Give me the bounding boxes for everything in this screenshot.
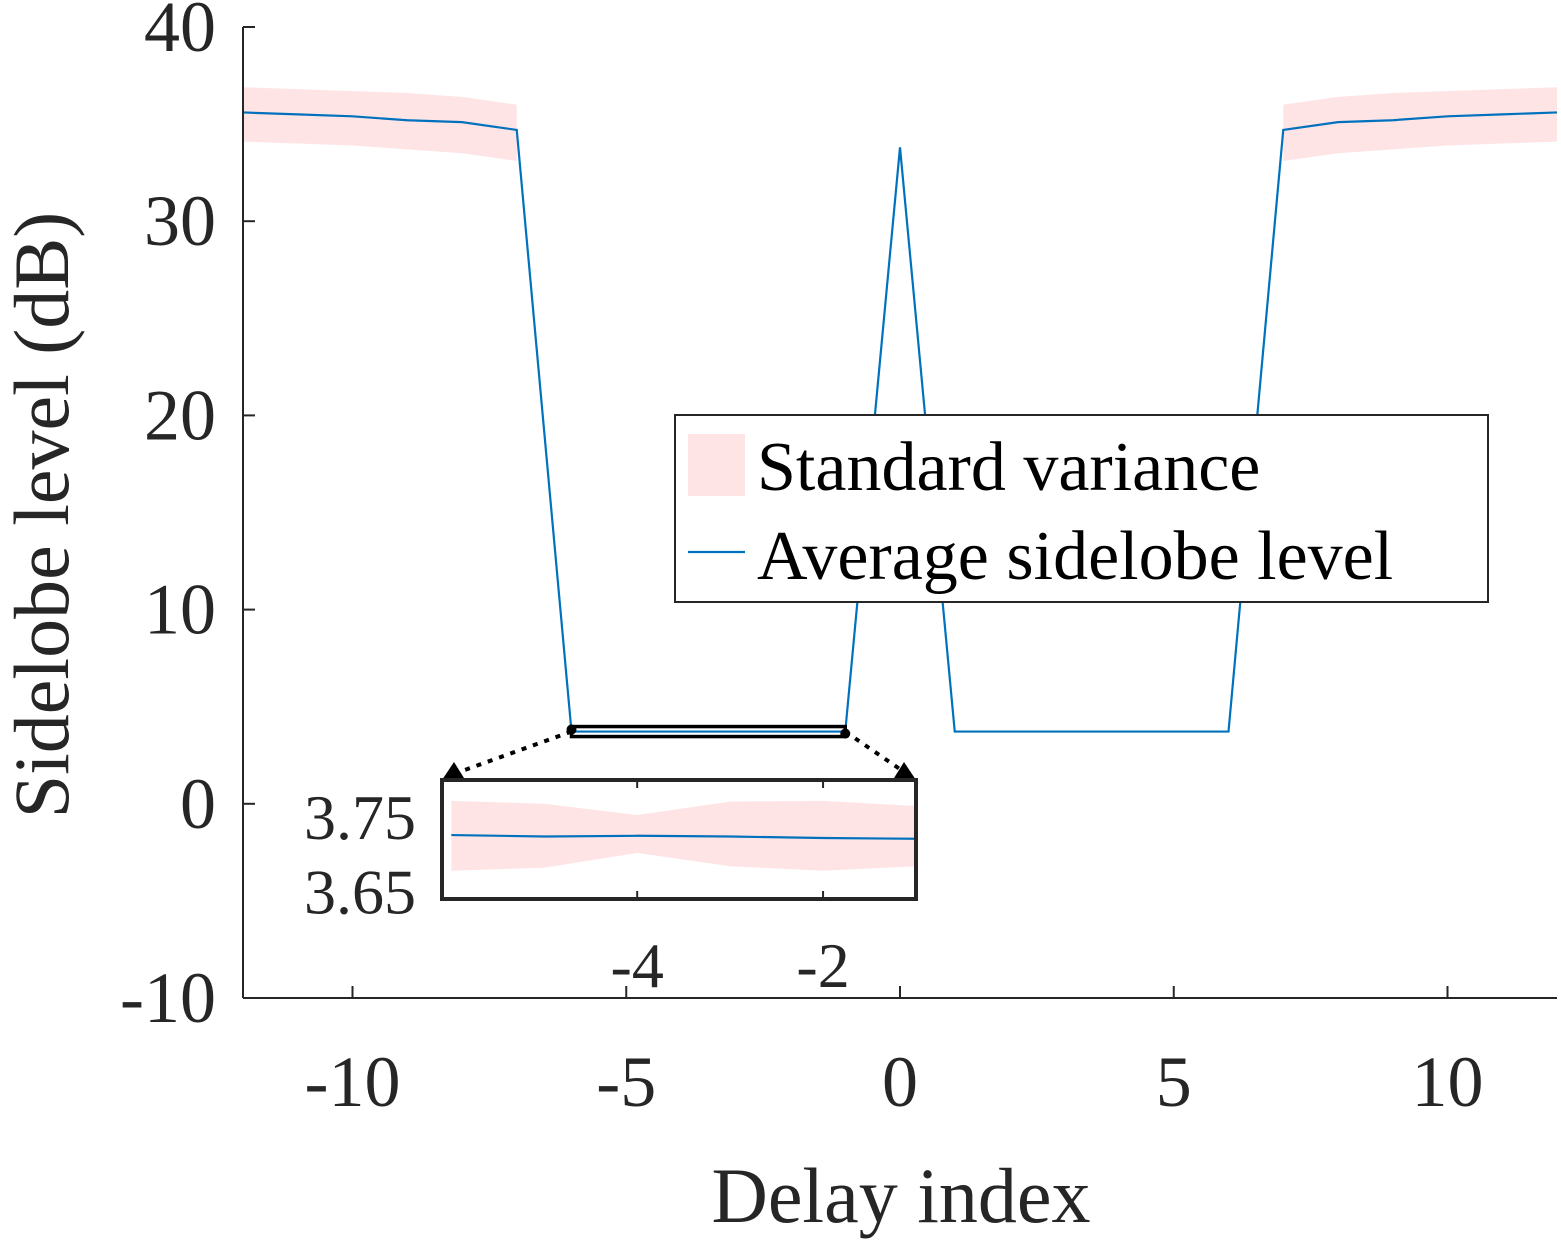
inset-y-tick-label: 3.75 [304,782,416,853]
inset-x-tick-label: -4 [611,930,664,1001]
arrowhead-left [442,762,464,780]
y-tick-label: 30 [144,181,216,261]
inset-frame [440,778,918,901]
y-tick-label: 20 [144,375,216,455]
x-tick-label: -10 [305,1042,401,1122]
y-tick-label: 40 [144,0,216,67]
zoom-connector-right [844,729,912,778]
variance-band-left [243,87,517,161]
arrowhead-right [894,762,916,780]
legend-label: Average sidelobe level [757,518,1393,595]
y-axis-title: Sidelobe level (dB) [0,212,85,819]
legend-label: Standard variance [757,429,1260,506]
y-tick-label: 0 [180,764,216,844]
y-tick-label: -10 [120,958,216,1038]
legend-box [674,414,1489,603]
x-axis-title: Delay index [711,1152,1090,1239]
variance-band-right [1283,87,1557,161]
x-tick-label: 10 [1412,1042,1484,1122]
inset-zoom-plot: -4 -2 3.653.75 [304,729,918,1001]
legend: Standard variance Average sidelobe level [674,414,1489,603]
inset-average-line [451,833,917,840]
x-tick-label: 5 [1156,1042,1192,1122]
inset-y-tick-label: 3.65 [304,857,416,928]
y-tick-label: 10 [144,570,216,650]
x-tick-label: -5 [596,1042,656,1122]
inset-x-tick-label: -2 [796,930,849,1001]
legend-swatch-band [688,434,745,496]
x-tick-label: 0 [882,1042,918,1122]
zoom-connector-left [447,729,573,778]
